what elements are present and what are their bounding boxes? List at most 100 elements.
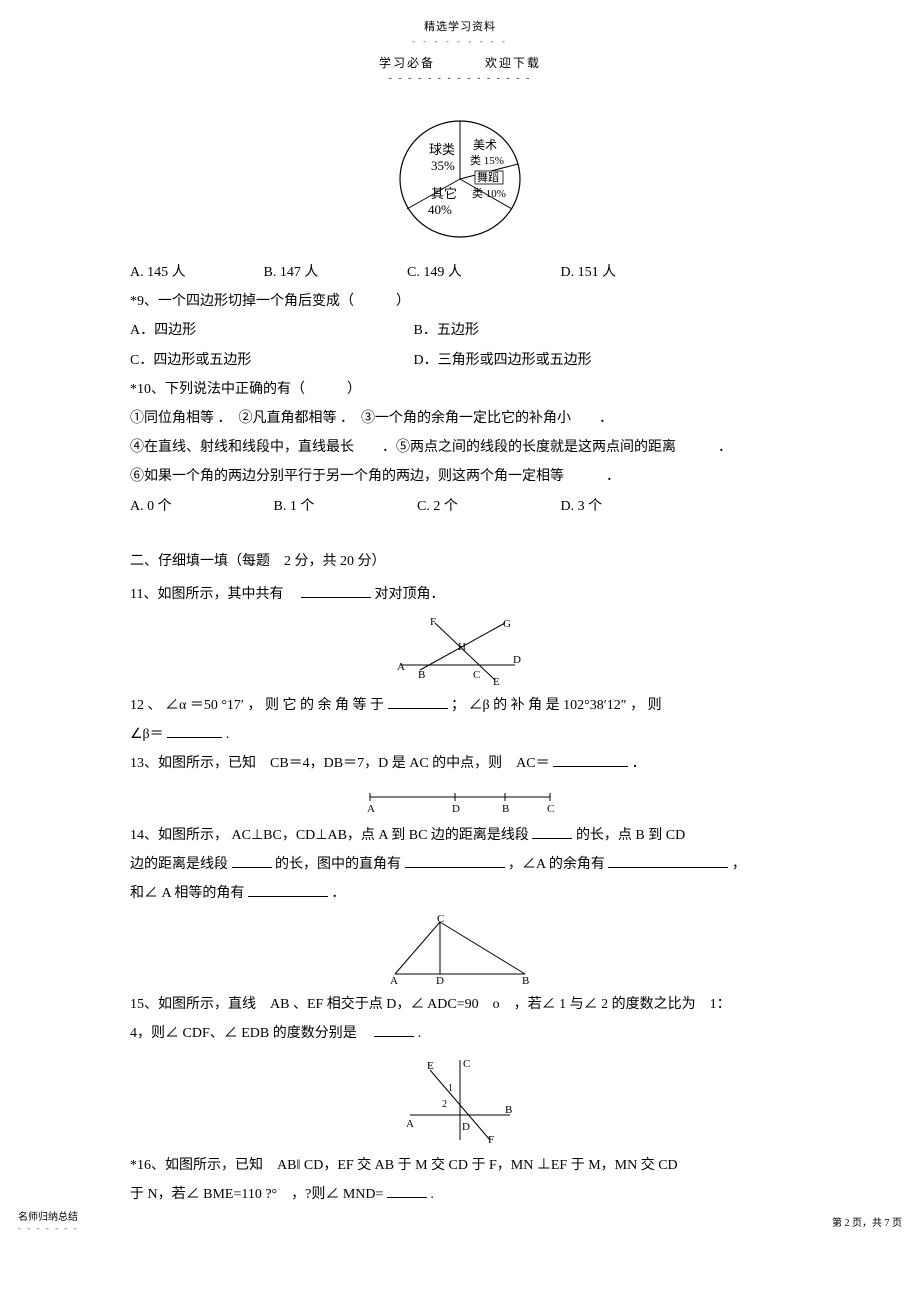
q14-l2b: 的长，图中的直角有 xyxy=(275,857,405,872)
q9-row1: A．四边形 B．五边形 xyxy=(130,318,790,343)
q10-s3: ⑥如果一个角的两边分别平行于另一个角的两边，则这两个角一定相等 ． xyxy=(130,464,790,489)
q10-s1: ①同位角相等 ． ②凡直角都相等 ． ③一个角的余角一定比它的补角小 ． xyxy=(130,406,790,431)
q16-l1: *16、如图所示，已知 AB‖ CD，EF 交 AB 于 M 交 CD 于 F，… xyxy=(130,1153,790,1178)
header-dots: - - - - - - - - - xyxy=(130,36,790,46)
q14-l1: 14、如图所示， AC⊥BC，CD⊥AB，点 A 到 BC 边的距离是线段 的长… xyxy=(130,823,790,848)
svg-text:40%: 40% xyxy=(428,202,452,217)
q9-row2: C．四边形或五边形 D．三角形或四边形或五边形 xyxy=(130,348,790,373)
svg-text:美术: 美术 xyxy=(473,138,497,152)
q14-l3b: ． xyxy=(331,886,345,901)
svg-text:舞蹈: 舞蹈 xyxy=(477,171,499,184)
q12-blank1 xyxy=(388,695,448,709)
q13-post: ． xyxy=(632,756,646,771)
choice-d: D. 151 人 xyxy=(561,260,617,285)
q9-c: C．四边形或五边形 xyxy=(130,348,410,373)
svg-text:A: A xyxy=(367,803,375,815)
q13-blank xyxy=(553,753,628,767)
q10-s2: ④在直线、射线和线段中，直线最长 ．⑤两点之间的线段的长度就是这两点间的距离 ． xyxy=(130,435,790,460)
q14-l1-pre: 14、如图所示， AC⊥BC，CD⊥AB，点 A 到 BC 边的距离是线段 xyxy=(130,828,532,843)
svg-text:E: E xyxy=(427,1060,434,1072)
svg-text:类 10%: 类 10% xyxy=(472,186,506,200)
svg-text:D: D xyxy=(452,803,460,815)
svg-text:B: B xyxy=(502,803,509,815)
q11-figure: A B C D E F G H xyxy=(130,615,790,685)
svg-text:C: C xyxy=(437,914,444,925)
svg-text:B: B xyxy=(418,669,425,681)
choice-b: B. 147 人 xyxy=(264,260,404,285)
q16-l2a: 于 N，若∠ BME=110 ?° ，?则∠ MND= xyxy=(130,1187,383,1202)
svg-text:D: D xyxy=(436,975,444,984)
q12-blank2 xyxy=(167,724,222,738)
q8-choices: A. 145 人 B. 147 人 C. 149 人 D. 151 人 xyxy=(130,260,790,285)
q16-l2: 于 N，若∠ BME=110 ?° ，?则∠ MND= . xyxy=(130,1182,790,1207)
svg-text:E: E xyxy=(493,676,500,685)
q10-a: A. 0 个 xyxy=(130,494,270,519)
choice-a: A. 145 人 xyxy=(130,260,260,285)
svg-text:其它: 其它 xyxy=(431,186,457,201)
svg-text:球类: 球类 xyxy=(429,142,455,157)
q10-b: B. 1 个 xyxy=(274,494,414,519)
svg-text:F: F xyxy=(488,1134,494,1145)
svg-text:C: C xyxy=(547,803,554,815)
q16-blank xyxy=(387,1184,427,1198)
q14-figure: A D B C xyxy=(130,914,790,984)
svg-text:D: D xyxy=(513,654,521,666)
q10-stem: *10、下列说法中正确的有（ ） xyxy=(130,377,790,402)
section2-title: 二、仔细填一填（每题 2 分，共 20 分） xyxy=(130,549,790,574)
q14-l2a: 边的距离是线段 xyxy=(130,857,232,872)
q16-l2b: . xyxy=(430,1187,434,1202)
svg-text:F: F xyxy=(430,616,436,628)
q14-l3a: 和∠ A 相等的角有 xyxy=(130,886,248,901)
q12-mid: ； ∠β 的 补 角 是 102°38′12″ ， 则 xyxy=(451,698,662,713)
q10-choices: A. 0 个 B. 1 个 C. 2 个 D. 3 个 xyxy=(130,494,790,519)
svg-text:类 15%: 类 15% xyxy=(470,153,504,167)
footer-right: 第 2 页，共 7 页 xyxy=(832,1214,902,1229)
svg-text:B: B xyxy=(505,1104,512,1116)
svg-text:A: A xyxy=(397,661,405,673)
header-right: 欢迎下载 xyxy=(485,56,541,70)
svg-text:35%: 35% xyxy=(431,158,455,173)
svg-text:D: D xyxy=(462,1121,470,1133)
q14-blank4 xyxy=(608,854,728,868)
q14-l2: 边的距离是线段 的长，图中的直角有 ，∠A 的余角有 ， xyxy=(130,852,790,877)
svg-text:B: B xyxy=(522,975,529,984)
q14-l3: 和∠ A 相等的角有 ． xyxy=(130,881,790,906)
q12-l2-pre: ∠β＝ xyxy=(130,727,164,742)
q11-pre: 11、如图所示，其中共有 xyxy=(130,587,297,602)
q15-l2b: . xyxy=(418,1026,422,1041)
q12-line1: 12 、 ∠α ＝50 °17′ ， 则 它 的 余 角 等 于 ； ∠β 的 … xyxy=(130,693,790,718)
header-line2: 学习必备 欢迎下载 xyxy=(130,54,790,71)
q12-pre: 12 、 ∠α ＝50 °17′ ， 则 它 的 余 角 等 于 xyxy=(130,698,388,713)
q13-pre: 13、如图所示，已知 CB＝4，DB＝7，D 是 AC 的中点，则 AC＝ xyxy=(130,756,550,771)
choice-c: C. 149 人 xyxy=(407,260,557,285)
q14-blank3 xyxy=(405,854,505,868)
q15-figure: E C B A D F 1 2 xyxy=(130,1055,790,1145)
q14-l2c: ，∠A 的余角有 xyxy=(508,857,608,872)
svg-text:2: 2 xyxy=(442,1099,447,1110)
q10-c: C. 2 个 xyxy=(417,494,557,519)
svg-text:C: C xyxy=(463,1058,470,1070)
q9-d: D．三角形或四边形或五边形 xyxy=(414,353,592,368)
q13-figure: A D B C xyxy=(130,785,790,815)
q14-blank5 xyxy=(248,883,328,897)
pie-chart: 球类 35% 美术 类 15% 舞蹈 类 10% 其它 40% xyxy=(130,114,790,244)
svg-text:H: H xyxy=(458,641,466,653)
header-top: 精选学习资料 xyxy=(130,18,790,34)
q9-stem: *9、一个四边形切掉一个角后变成（ ） xyxy=(130,289,790,314)
svg-text:A: A xyxy=(406,1118,414,1130)
q12-line2: ∠β＝ . xyxy=(130,722,790,747)
q14-l1-post: 的长，点 B 到 CD xyxy=(576,828,685,843)
q9-a: A．四边形 xyxy=(130,318,410,343)
q13: 13、如图所示，已知 CB＝4，DB＝7，D 是 AC 的中点，则 AC＝ ． xyxy=(130,751,790,776)
footer-left-dots: - - - - - - - xyxy=(18,1223,78,1233)
q15-l1: 15、如图所示，直线 AB 、EF 相交于点 D，∠ ADC=90 o ，若∠ … xyxy=(130,992,790,1017)
q11: 11、如图所示，其中共有 对对顶角． xyxy=(130,582,790,607)
q11-post: 对对顶角． xyxy=(374,587,444,602)
q15-blank xyxy=(374,1023,414,1037)
q14-l2d: ， xyxy=(732,857,746,872)
q11-blank xyxy=(301,584,371,598)
footer-left: 名师归纳总结 - - - - - - - xyxy=(18,1208,78,1233)
svg-text:G: G xyxy=(503,618,511,630)
q12-l2-post: . xyxy=(226,727,230,742)
svg-text:1: 1 xyxy=(448,1083,453,1094)
